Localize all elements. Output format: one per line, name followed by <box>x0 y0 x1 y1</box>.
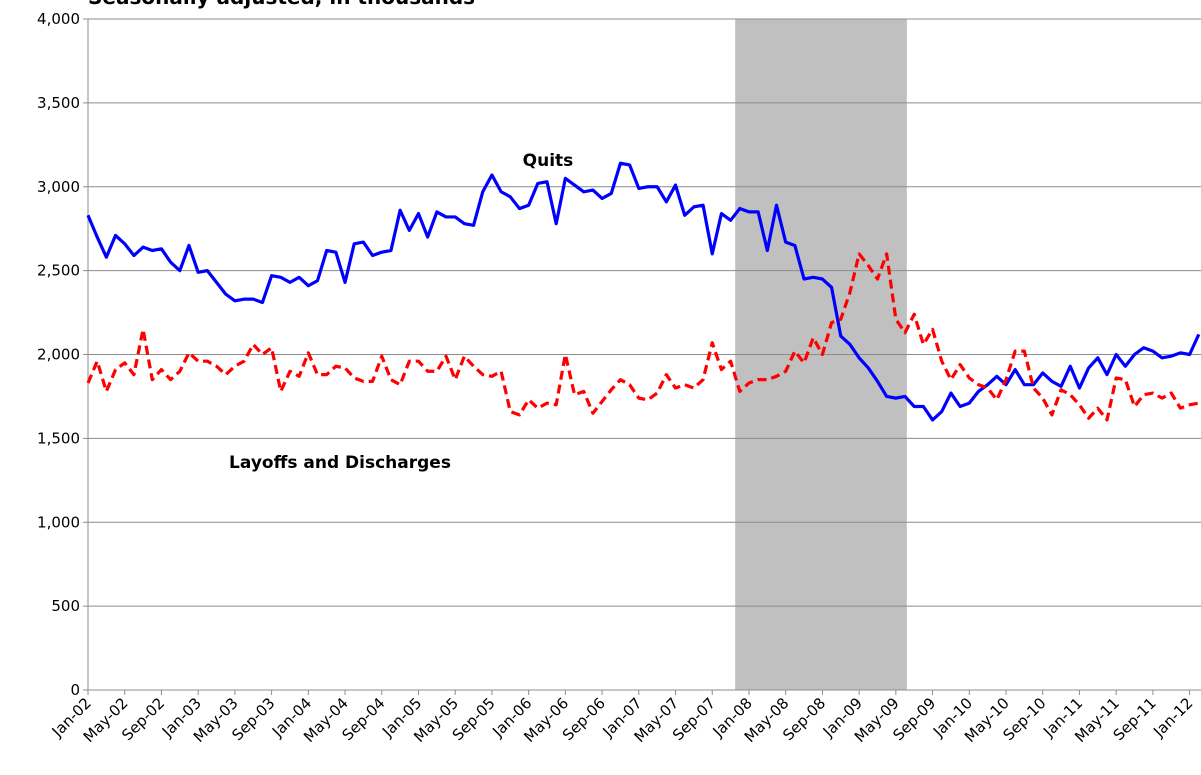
y-tick-label: 1,500 <box>37 429 80 447</box>
y-tick-label: 3,500 <box>37 94 80 112</box>
y-tick-label: 2,500 <box>37 262 80 280</box>
series-label: Quits <box>523 151 574 171</box>
y-tick-label: 3,000 <box>37 178 80 196</box>
y-tick-label: 0 <box>70 681 80 699</box>
series-label: Layoffs and Discharges <box>229 453 451 473</box>
x-tick-label: Jan-12 <box>1149 694 1196 741</box>
series-line <box>86 252 1200 422</box>
y-tick-label: 4,000 <box>37 10 80 28</box>
y-tick-label: 500 <box>51 597 80 615</box>
series-line <box>86 161 1201 422</box>
y-tick-label: 2,000 <box>37 346 80 364</box>
chart-subtitle: Seasonally adjusted, in thousands <box>88 0 475 9</box>
y-tick-label: 1,000 <box>37 513 80 531</box>
